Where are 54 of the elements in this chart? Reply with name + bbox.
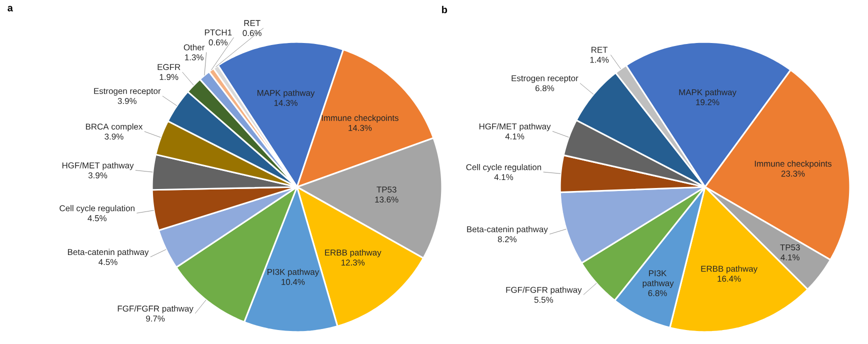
- data-label: 14.3%: [348, 124, 372, 131]
- data-label: 4.1%: [780, 254, 800, 260]
- slice-label: Cell cycle regulation: [466, 164, 542, 172]
- data-label: 0.6%: [208, 39, 228, 46]
- slice-label: PTCH1: [204, 29, 232, 36]
- data-label: 3.9%: [88, 172, 108, 178]
- slice-label: RET: [592, 46, 608, 53]
- data-label: 14.3%: [274, 100, 298, 106]
- slice-label: ERBB pathway: [701, 266, 758, 274]
- data-label: 4.5%: [88, 215, 106, 222]
- data-label: 13.6%: [375, 196, 398, 203]
- slice-label: Other: [184, 44, 205, 50]
- slice-label: MAPK pathway: [258, 90, 315, 98]
- data-label: 3.9%: [104, 134, 124, 140]
- data-label: 0.6%: [242, 30, 262, 36]
- data-label: 19.2%: [696, 99, 720, 106]
- slice-label: Immune checkpoints: [754, 160, 832, 168]
- slice-label: RET: [244, 20, 260, 26]
- slice-label: EGFR: [158, 64, 180, 70]
- slice-label: Beta-catenin pathway: [68, 248, 149, 257]
- data-label: 8.2%: [498, 236, 517, 242]
- data-label: 12.3%: [341, 260, 365, 266]
- data-label: 1.3%: [185, 54, 204, 60]
- data-label: 1.9%: [160, 74, 178, 80]
- slice-label: HGF/MET pathway: [62, 162, 134, 170]
- data-label: 9.7%: [146, 316, 165, 322]
- slice-label: HGF/MET pathway: [479, 123, 551, 132]
- data-label: 4.5%: [98, 259, 118, 266]
- slice-label: Beta-catenin pathway: [467, 226, 548, 234]
- slice-label: TP53: [780, 244, 800, 250]
- data-label: 1.4%: [590, 56, 609, 63]
- chart-title: b: [442, 6, 448, 14]
- chart-title: a: [8, 6, 13, 12]
- data-label: 4.1%: [505, 133, 524, 140]
- slice-label: PI3K pathway: [268, 268, 320, 277]
- data-label: 10.4%: [282, 278, 305, 285]
- slice-label: PI3K pathway: [642, 270, 674, 288]
- data-label: 6.8%: [648, 290, 667, 296]
- data-label: 4.1%: [494, 174, 514, 180]
- slice-label: FGF/FGFR pathway: [506, 286, 582, 295]
- data-label: 6.8%: [536, 85, 554, 92]
- slice-label: Immune checkpoints: [322, 114, 398, 123]
- slice-label: FGF/FGFR pathway: [118, 305, 194, 314]
- data-label: 23.3%: [781, 170, 805, 177]
- slice-label: Cell cycle regulation: [60, 205, 134, 213]
- slice-label: Estrogen receptor: [512, 75, 578, 83]
- slice-label: BRCA complex: [86, 123, 143, 132]
- slice-label: TP53: [376, 186, 396, 193]
- slice-label: Estrogen receptor: [94, 88, 161, 96]
- data-label: 5.5%: [534, 296, 554, 303]
- data-label: 3.9%: [118, 98, 136, 104]
- slice-label: ERBB pathway: [325, 249, 382, 258]
- slice-label: MAPK pathway: [679, 89, 736, 97]
- data-label: 16.4%: [718, 276, 741, 282]
